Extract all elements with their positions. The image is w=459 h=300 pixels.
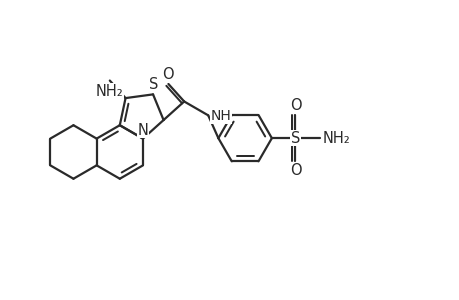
Text: NH₂: NH₂ <box>322 131 349 146</box>
Text: S: S <box>290 131 299 146</box>
Text: O: O <box>289 163 301 178</box>
Text: S: S <box>149 77 158 92</box>
Text: NH: NH <box>210 109 230 123</box>
Text: O: O <box>162 67 174 82</box>
Text: NH₂: NH₂ <box>96 83 123 98</box>
Text: O: O <box>289 98 301 113</box>
Text: N: N <box>137 123 148 138</box>
